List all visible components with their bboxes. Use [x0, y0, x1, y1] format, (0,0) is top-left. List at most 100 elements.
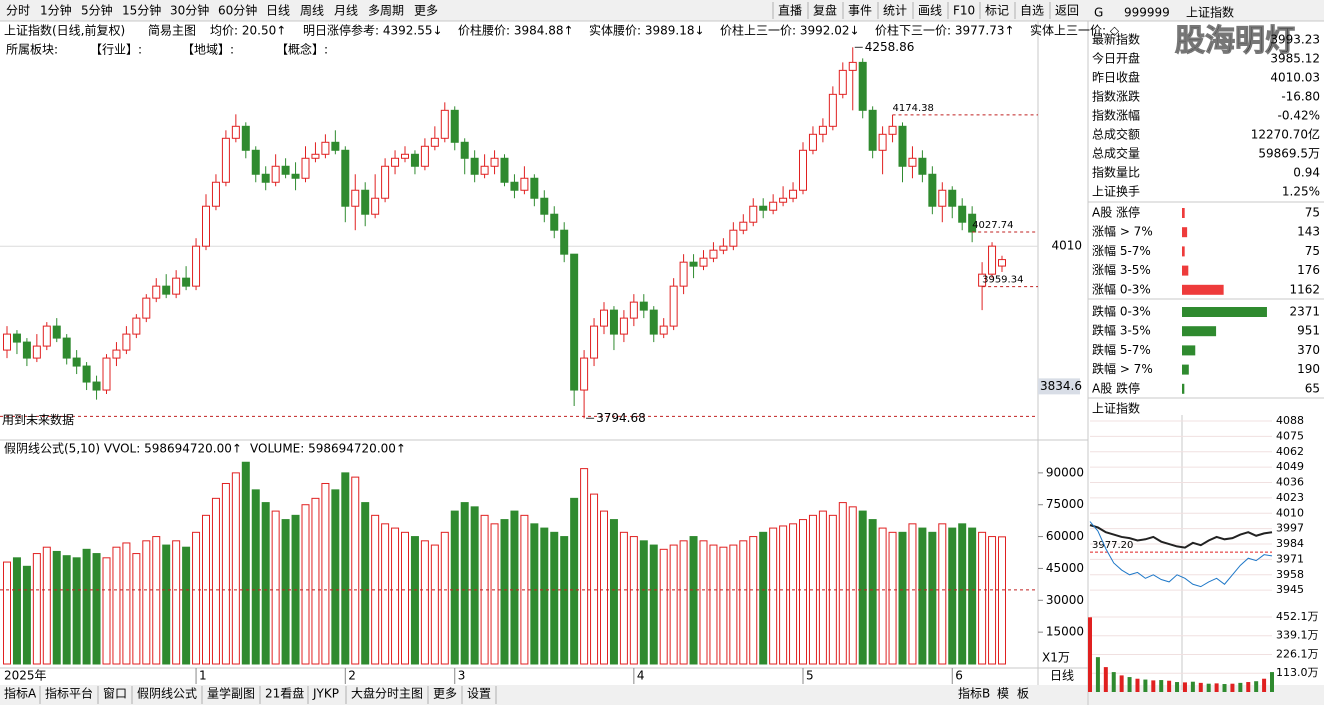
- volume-bar: [301, 504, 310, 665]
- volume-bar: [629, 536, 638, 665]
- candle-body: [709, 249, 718, 259]
- candle-body: [619, 317, 628, 335]
- toolbar-tab[interactable]: 多周期: [368, 4, 404, 18]
- candle-body: [898, 125, 907, 167]
- toolbar-button[interactable]: 复盘: [813, 3, 837, 18]
- toolbar-tab[interactable]: 30分钟: [170, 3, 209, 18]
- volume-bar: [699, 540, 708, 665]
- toolbar-tab[interactable]: 月线: [334, 4, 358, 18]
- toolbar-tab[interactable]: 更多: [414, 4, 438, 18]
- toolbar-button[interactable]: 标记: [985, 4, 1009, 18]
- candle-body: [162, 285, 171, 295]
- intraday-vol-bar: [1167, 680, 1172, 692]
- volume-tick-label: 15000: [1046, 625, 1084, 639]
- quote-label: 指数量比: [1092, 165, 1140, 180]
- candle-body: [480, 165, 489, 175]
- breadth-label: 涨幅 5-7%: [1092, 243, 1151, 258]
- bottom-tab[interactable]: 更多: [433, 687, 457, 701]
- quote-label: 总成交量: [1092, 146, 1140, 161]
- year-label: 2025年: [4, 669, 47, 683]
- candle-body: [32, 345, 41, 359]
- volume-tick-label: 60000: [1046, 529, 1084, 543]
- breadth-value: 75: [1305, 244, 1320, 258]
- bottom-tab[interactable]: 设置: [467, 687, 491, 701]
- quote-label: 昨日收盘: [1092, 70, 1140, 85]
- candle-body: [341, 149, 350, 207]
- volume-bar: [82, 548, 91, 665]
- volume-bar: [311, 497, 320, 665]
- month-label: 1: [199, 669, 207, 683]
- volume-bar: [490, 523, 499, 665]
- bottom-tab[interactable]: 板: [1017, 687, 1029, 701]
- toolbar-tab[interactable]: 1分钟: [40, 3, 72, 18]
- volume-title: 假阴线公式(5,10) VVOL: 598694720.00↑: [4, 442, 242, 456]
- volume-bar: [590, 493, 599, 665]
- bottom-tab[interactable]: 指标B: [958, 686, 990, 701]
- level-label: 3959.34: [982, 275, 1023, 286]
- candle-body: [291, 173, 300, 179]
- toolbar-button[interactable]: 画线: [918, 4, 942, 18]
- candle-body: [371, 197, 380, 215]
- candle-body: [719, 245, 728, 251]
- volume-bar: [958, 523, 967, 665]
- toolbar-button[interactable]: 直播: [778, 4, 802, 18]
- intraday-vol-bar: [1175, 682, 1180, 692]
- candle-body: [888, 125, 897, 135]
- candle-body: [510, 181, 519, 191]
- toolbar-tab[interactable]: 60分钟: [218, 3, 257, 18]
- intraday-vol-label: 226.1万: [1276, 647, 1319, 660]
- candle-body: [381, 165, 390, 199]
- volume-bar: [271, 510, 280, 665]
- quote-value: -0.42%: [1278, 109, 1320, 123]
- bottom-tab[interactable]: 指标平台: [45, 686, 93, 701]
- toolbar-tab[interactable]: 日线: [266, 4, 290, 18]
- volume-bar: [609, 519, 618, 665]
- toolbar-button[interactable]: F10: [953, 4, 975, 18]
- intraday-vol-label: 339.1万: [1276, 629, 1319, 642]
- breadth-value: 65: [1305, 381, 1320, 395]
- candle-body: [858, 61, 867, 111]
- candle-body: [868, 109, 877, 151]
- candle-body: [72, 357, 81, 367]
- bottom-tab[interactable]: 大盘分时主图: [351, 686, 423, 701]
- toolbar-button[interactable]: 返回: [1055, 4, 1079, 18]
- candle-body: [202, 205, 210, 247]
- bottom-tab[interactable]: 指标A: [4, 686, 37, 701]
- bottom-tab[interactable]: 模: [997, 687, 1009, 701]
- toolbar-button[interactable]: 事件: [848, 4, 872, 18]
- breadth-value: 1162: [1289, 282, 1320, 296]
- toolbar-tab[interactable]: 分时: [6, 4, 30, 18]
- volume-bar: [888, 531, 897, 665]
- bottom-tab[interactable]: 21看盘: [265, 686, 304, 701]
- breadth-label: 涨幅 0-3%: [1092, 281, 1151, 296]
- candle-body: [818, 125, 827, 135]
- breadth-bar: [1182, 208, 1185, 218]
- toolbar-tab[interactable]: 周线: [300, 4, 324, 18]
- toolbar-tab[interactable]: 5分钟: [81, 3, 113, 18]
- quote-label: 最新指数: [1092, 32, 1140, 47]
- bottom-tab[interactable]: JYKP: [312, 687, 339, 701]
- volume-bar: [998, 536, 1006, 665]
- toolbar-button[interactable]: 统计: [883, 4, 907, 18]
- intraday-tick-label: 4062: [1276, 445, 1304, 458]
- bottom-tab[interactable]: 窗口: [103, 687, 127, 701]
- bottom-tab[interactable]: 量学副图: [207, 686, 255, 701]
- cursor-box: [1038, 378, 1080, 395]
- candle-body: [799, 149, 807, 191]
- intraday-vol-bar: [1182, 682, 1187, 692]
- sector-label: 【概念】:: [276, 42, 328, 57]
- volume-bar: [918, 527, 927, 665]
- month-label: 5: [806, 669, 814, 683]
- intraday-tick-label: 3997: [1276, 522, 1304, 535]
- volume-bar: [52, 550, 61, 665]
- bottom-tab[interactable]: 假阴线公式: [137, 687, 197, 701]
- toolbar-tab[interactable]: 15分钟: [122, 3, 161, 18]
- volume-bar: [221, 482, 230, 665]
- volume-bar: [669, 544, 678, 665]
- volume-bar: [659, 548, 668, 665]
- intraday-tab[interactable]: 日线: [1050, 669, 1074, 683]
- intraday-tick-label: 4075: [1276, 429, 1304, 442]
- toolbar-button[interactable]: 自选: [1020, 4, 1044, 18]
- volume-bar: [898, 531, 907, 665]
